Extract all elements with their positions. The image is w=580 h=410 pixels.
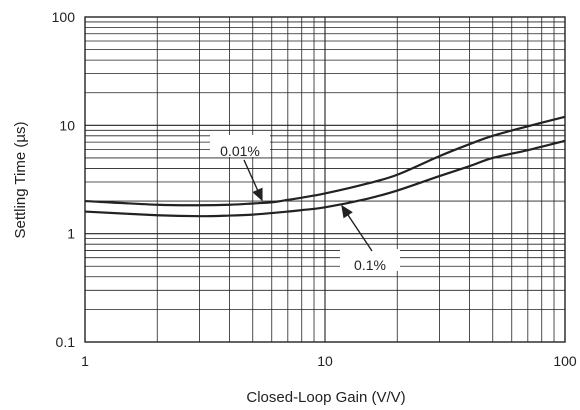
y-tick-label: 1: [67, 226, 75, 242]
y-axis-label: Settling Time (µs): [12, 121, 29, 238]
annotation-arrow: [341, 204, 373, 252]
tick-labels-group: 1 10 100 0.1 1 10 100: [52, 9, 577, 369]
plot-frame: [84, 16, 566, 343]
y-tick-label: 10: [59, 117, 75, 133]
annotation-background: [340, 249, 400, 271]
annotation-background: [210, 135, 270, 157]
y-tick-label: 0.1: [56, 334, 76, 350]
annotation-label: 0.01%: [220, 143, 260, 159]
annotations-group: 0.01% 0.1%: [210, 135, 400, 273]
x-axis-label: Closed-Loop Gain (V/V): [246, 389, 405, 406]
series-line-0: [84, 115, 566, 207]
annotation-label: 0.1%: [354, 257, 386, 273]
x-tick-label: 10: [317, 353, 333, 369]
series-line-1: [84, 139, 566, 218]
y-tick-label: 100: [52, 9, 76, 25]
grid: [85, 17, 565, 342]
x-tick-label: 1: [81, 353, 89, 369]
series-group: [84, 115, 566, 218]
x-tick-label: 100: [553, 353, 577, 369]
annotation-arrow: [243, 159, 263, 202]
plot-frame-group: [84, 16, 566, 343]
